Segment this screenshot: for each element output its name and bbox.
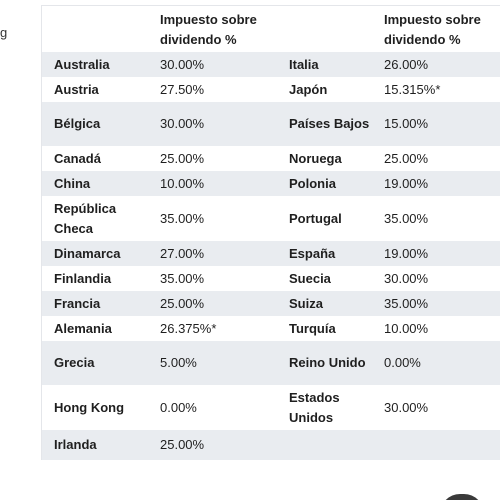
country-cell: Finlandia xyxy=(42,266,148,291)
country-cell: Suiza xyxy=(277,291,372,316)
table-row: Finlandia 35.00% Suecia 30.00% xyxy=(42,266,500,291)
dividend-rate-cell: 35.00% xyxy=(148,196,277,241)
dividend-rate-cell: 15.315%* xyxy=(372,77,500,102)
country-cell: Grecia xyxy=(42,341,148,385)
table-row: Francia 25.00% Suiza 35.00% xyxy=(42,291,500,316)
country-cell: Suecia xyxy=(277,266,372,291)
country-cell: Canadá xyxy=(42,146,148,171)
country-cell: Austria xyxy=(42,77,148,102)
table-row: Irlanda 25.00% xyxy=(42,430,500,460)
table-row: Australia 30.00% Italia 26.00% xyxy=(42,52,500,77)
dividend-rate-cell: 15.00% xyxy=(372,102,500,146)
dividend-rate-cell: 19.00% xyxy=(372,171,500,196)
dividend-rate-cell: 27.50% xyxy=(148,77,277,102)
country-cell: Italia xyxy=(277,52,372,77)
dividend-rate-cell: 26.375%* xyxy=(148,316,277,341)
country-cell: Japón xyxy=(277,77,372,102)
table-row: Alemania 26.375%* Turquía 10.00% xyxy=(42,316,500,341)
country-cell: República Checa xyxy=(42,196,148,241)
dividend-rate-cell: 35.00% xyxy=(148,266,277,291)
dividend-rate-cell: 35.00% xyxy=(372,291,500,316)
country-cell: China xyxy=(42,171,148,196)
dividend-rate-cell: 0.00% xyxy=(372,341,500,385)
dividend-rate-cell: 25.00% xyxy=(148,430,277,460)
country-cell: España xyxy=(277,241,372,266)
country-cell: Alemania xyxy=(42,316,148,341)
dividend-rate-cell: 5.00% xyxy=(148,341,277,385)
country-cell: Noruega xyxy=(277,146,372,171)
table-header-row: Impuesto sobre dividendo % Impuesto sobr… xyxy=(42,6,500,52)
dividend-rate-cell: 19.00% xyxy=(372,241,500,266)
header-country-1 xyxy=(42,6,148,52)
table-row: Bélgica 30.00% Países Bajos 15.00% xyxy=(42,102,500,146)
table-row: Hong Kong 0.00% Estados Unidos 30.00% xyxy=(42,385,500,430)
dividend-rate-cell xyxy=(372,430,500,460)
table-row: Dinamarca 27.00% España 19.00% xyxy=(42,241,500,266)
dividend-rate-cell: 27.00% xyxy=(148,241,277,266)
country-cell: Países Bajos xyxy=(277,102,372,146)
dividend-rate-cell: 30.00% xyxy=(148,102,277,146)
dividend-rate-cell: 25.00% xyxy=(372,146,500,171)
country-cell: Irlanda xyxy=(42,430,148,460)
country-cell xyxy=(277,430,372,460)
table-body: Australia 30.00% Italia 26.00% Austria 27.50%… xyxy=(42,52,500,460)
cut-off-text: g xyxy=(0,25,8,40)
country-cell: Turquía xyxy=(277,316,372,341)
table-row: China 10.00% Polonia 19.00% xyxy=(42,171,500,196)
country-cell: Bélgica xyxy=(42,102,148,146)
header-dividend-tax-2: Impuesto sobre dividendo % xyxy=(384,12,481,47)
country-cell: Australia xyxy=(42,52,148,77)
dividend-rate-cell: 30.00% xyxy=(148,52,277,77)
dividend-rate-cell: 35.00% xyxy=(372,196,500,241)
header-dividend-tax-1: Impuesto sobre dividendo % xyxy=(160,12,257,47)
dividend-rate-cell: 26.00% xyxy=(372,52,500,77)
dividend-rate-cell: 30.00% xyxy=(372,266,500,291)
dividend-tax-table-container: Impuesto sobre dividendo % Impuesto sobr… xyxy=(41,5,500,460)
dividend-tax-table: Impuesto sobre dividendo % Impuesto sobr… xyxy=(42,6,500,460)
country-cell: Dinamarca xyxy=(42,241,148,266)
dividend-rate-cell: 0.00% xyxy=(148,385,277,430)
table-row: Grecia 5.00% Reino Unido 0.00% xyxy=(42,341,500,385)
country-cell: Portugal xyxy=(277,196,372,241)
table-row: Austria 27.50% Japón 15.315%* xyxy=(42,77,500,102)
country-cell: Reino Unido xyxy=(277,341,372,385)
country-cell: Francia xyxy=(42,291,148,316)
country-cell: Polonia xyxy=(277,171,372,196)
dividend-rate-cell: 25.00% xyxy=(148,291,277,316)
dividend-rate-cell: 10.00% xyxy=(148,171,277,196)
country-cell: Hong Kong xyxy=(42,385,148,430)
floating-button-edge[interactable] xyxy=(440,494,484,500)
dividend-rate-cell: 30.00% xyxy=(372,385,500,430)
header-country-2 xyxy=(277,6,372,52)
country-cell: Estados Unidos xyxy=(277,385,372,430)
table-row: Canadá 25.00% Noruega 25.00% xyxy=(42,146,500,171)
dividend-rate-cell: 25.00% xyxy=(148,146,277,171)
dividend-rate-cell: 10.00% xyxy=(372,316,500,341)
table-row: República Checa 35.00% Portugal 35.00% xyxy=(42,196,500,241)
